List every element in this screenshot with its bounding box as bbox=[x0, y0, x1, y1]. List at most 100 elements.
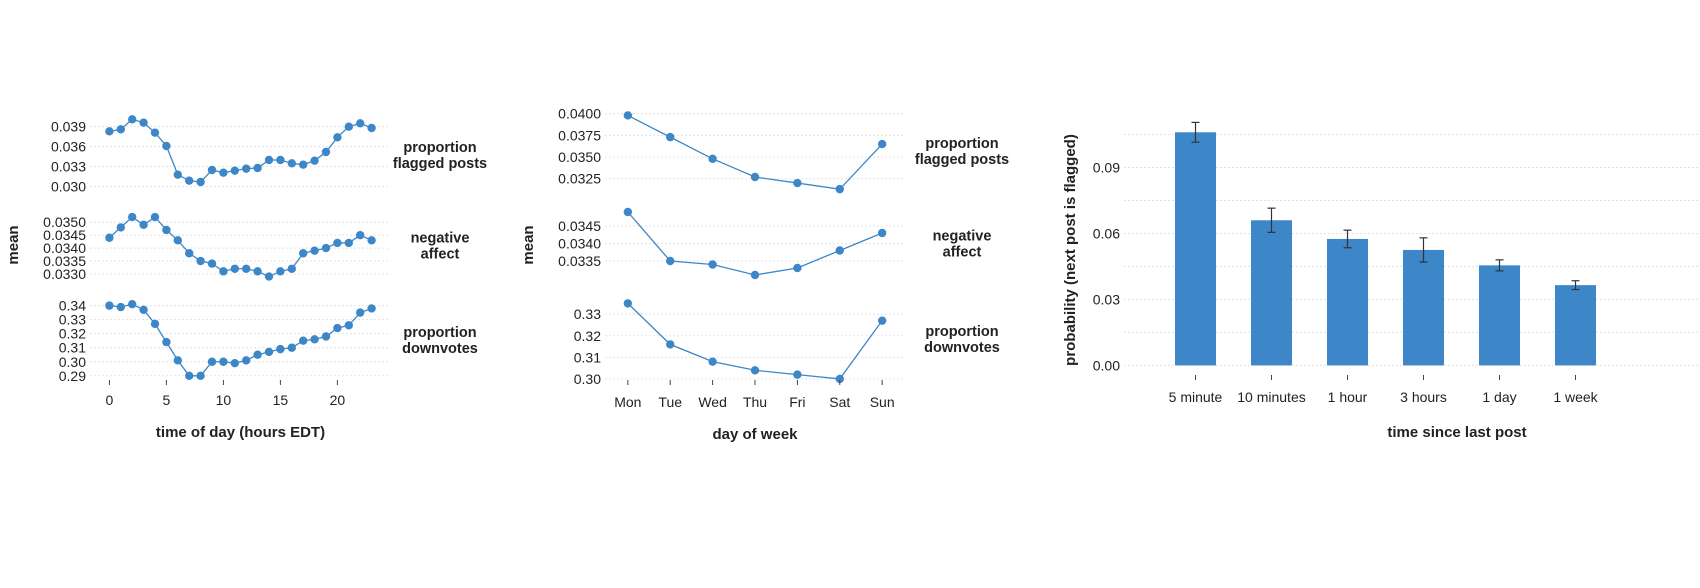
bar bbox=[1251, 220, 1292, 366]
x-tick-label: Thu bbox=[743, 394, 767, 410]
data-point bbox=[299, 249, 308, 258]
data-point bbox=[310, 156, 319, 165]
y-tick-label: 0.0340 bbox=[558, 236, 601, 252]
data-point bbox=[219, 168, 228, 177]
data-point bbox=[230, 358, 239, 368]
data-point bbox=[105, 233, 114, 242]
y-tick-label: 0.31 bbox=[574, 349, 601, 365]
y-tick-label: 0.033 bbox=[51, 159, 86, 175]
facet-label: flagged posts bbox=[915, 152, 1009, 168]
data-point bbox=[367, 123, 376, 133]
data-point bbox=[264, 155, 274, 165]
data-point bbox=[835, 246, 844, 255]
data-point bbox=[116, 223, 126, 232]
panel-3: 0.290.300.310.320.330.34 proportiondownvo… bbox=[59, 298, 478, 384]
data-point bbox=[230, 264, 239, 273]
y-tick-label: 0.0400 bbox=[558, 106, 601, 122]
data-point bbox=[299, 336, 308, 345]
data-point bbox=[242, 356, 251, 365]
data-point bbox=[207, 165, 217, 175]
facet-label: proportion bbox=[925, 324, 998, 340]
y-tick-label: 0.036 bbox=[51, 139, 86, 155]
data-point bbox=[367, 236, 376, 245]
data-point bbox=[708, 357, 717, 366]
y-tick-label: 0.29 bbox=[59, 368, 86, 384]
x-axis-label: time since last post bbox=[1387, 424, 1526, 441]
data-point bbox=[708, 260, 717, 269]
data-point bbox=[264, 272, 274, 281]
y-tick-label: 0.0375 bbox=[558, 127, 601, 143]
data-point bbox=[276, 344, 285, 354]
y-axis-label: probability (next post is flagged) bbox=[1062, 134, 1079, 366]
data-point bbox=[623, 299, 633, 308]
data-point bbox=[321, 243, 331, 253]
data-point bbox=[116, 125, 126, 134]
panel-1: 0.0325 0.0350 0.0375 0.0400 proportionflagge… bbox=[558, 106, 1009, 194]
data-point bbox=[150, 319, 160, 329]
facet-label: negative bbox=[933, 229, 992, 245]
data-point bbox=[242, 264, 251, 273]
data-point bbox=[128, 212, 137, 222]
data-point bbox=[333, 133, 342, 142]
data-point bbox=[253, 350, 262, 359]
y-tick-label: 0.30 bbox=[574, 371, 601, 387]
x-tick-label: Tue bbox=[658, 394, 682, 410]
data-point bbox=[264, 347, 274, 357]
data-point bbox=[333, 238, 342, 248]
data-point bbox=[128, 115, 137, 124]
facet-label: downvotes bbox=[402, 341, 478, 357]
x-tick-label: Sun bbox=[870, 394, 895, 410]
facet-label: affect bbox=[943, 245, 982, 261]
data-point bbox=[835, 374, 844, 384]
x-tick-label: Fri bbox=[789, 394, 805, 410]
data-point bbox=[105, 127, 114, 136]
data-point bbox=[173, 356, 182, 365]
series-line bbox=[109, 118, 372, 183]
y-tick-label: 0.0350 bbox=[43, 214, 86, 230]
data-point bbox=[750, 270, 760, 280]
y-tick-label: 0.0325 bbox=[558, 171, 601, 187]
x-axis-label: day of week bbox=[712, 426, 798, 443]
data-point bbox=[219, 357, 228, 366]
data-point bbox=[219, 267, 228, 276]
series-line bbox=[108, 216, 372, 278]
y-tick-label: 0.030 bbox=[51, 179, 86, 195]
data-point bbox=[253, 267, 262, 276]
y-axis-label: mean bbox=[5, 225, 22, 264]
data-point bbox=[299, 160, 308, 169]
data-point bbox=[877, 139, 887, 149]
data-point bbox=[253, 163, 262, 173]
data-point bbox=[835, 184, 844, 194]
data-point bbox=[139, 118, 148, 127]
data-point bbox=[276, 155, 285, 165]
bar bbox=[1327, 238, 1368, 366]
data-point bbox=[207, 357, 217, 366]
facet-label: downvotes bbox=[924, 340, 1000, 356]
data-point bbox=[793, 370, 802, 379]
x-tick-label: 1 week bbox=[1553, 389, 1598, 405]
data-point bbox=[242, 164, 251, 173]
data-point bbox=[207, 259, 217, 268]
x-tick-label: 3 hours bbox=[1400, 389, 1447, 405]
data-point bbox=[230, 166, 239, 175]
data-point bbox=[287, 264, 296, 273]
data-point bbox=[666, 340, 675, 349]
y-tick-label: 0.34 bbox=[59, 298, 86, 314]
data-point bbox=[287, 159, 296, 168]
bar bbox=[1175, 132, 1216, 366]
y-tick-label: 0.0335 bbox=[43, 253, 86, 269]
data-point bbox=[276, 267, 285, 276]
data-point bbox=[344, 238, 353, 248]
data-point bbox=[356, 308, 365, 317]
facet-label: affect bbox=[421, 247, 460, 263]
data-point bbox=[150, 212, 160, 222]
facet-label: flagged posts bbox=[393, 156, 487, 172]
data-point bbox=[185, 371, 194, 380]
data-point bbox=[708, 154, 717, 163]
data-point bbox=[196, 371, 205, 380]
data-point bbox=[196, 177, 205, 187]
